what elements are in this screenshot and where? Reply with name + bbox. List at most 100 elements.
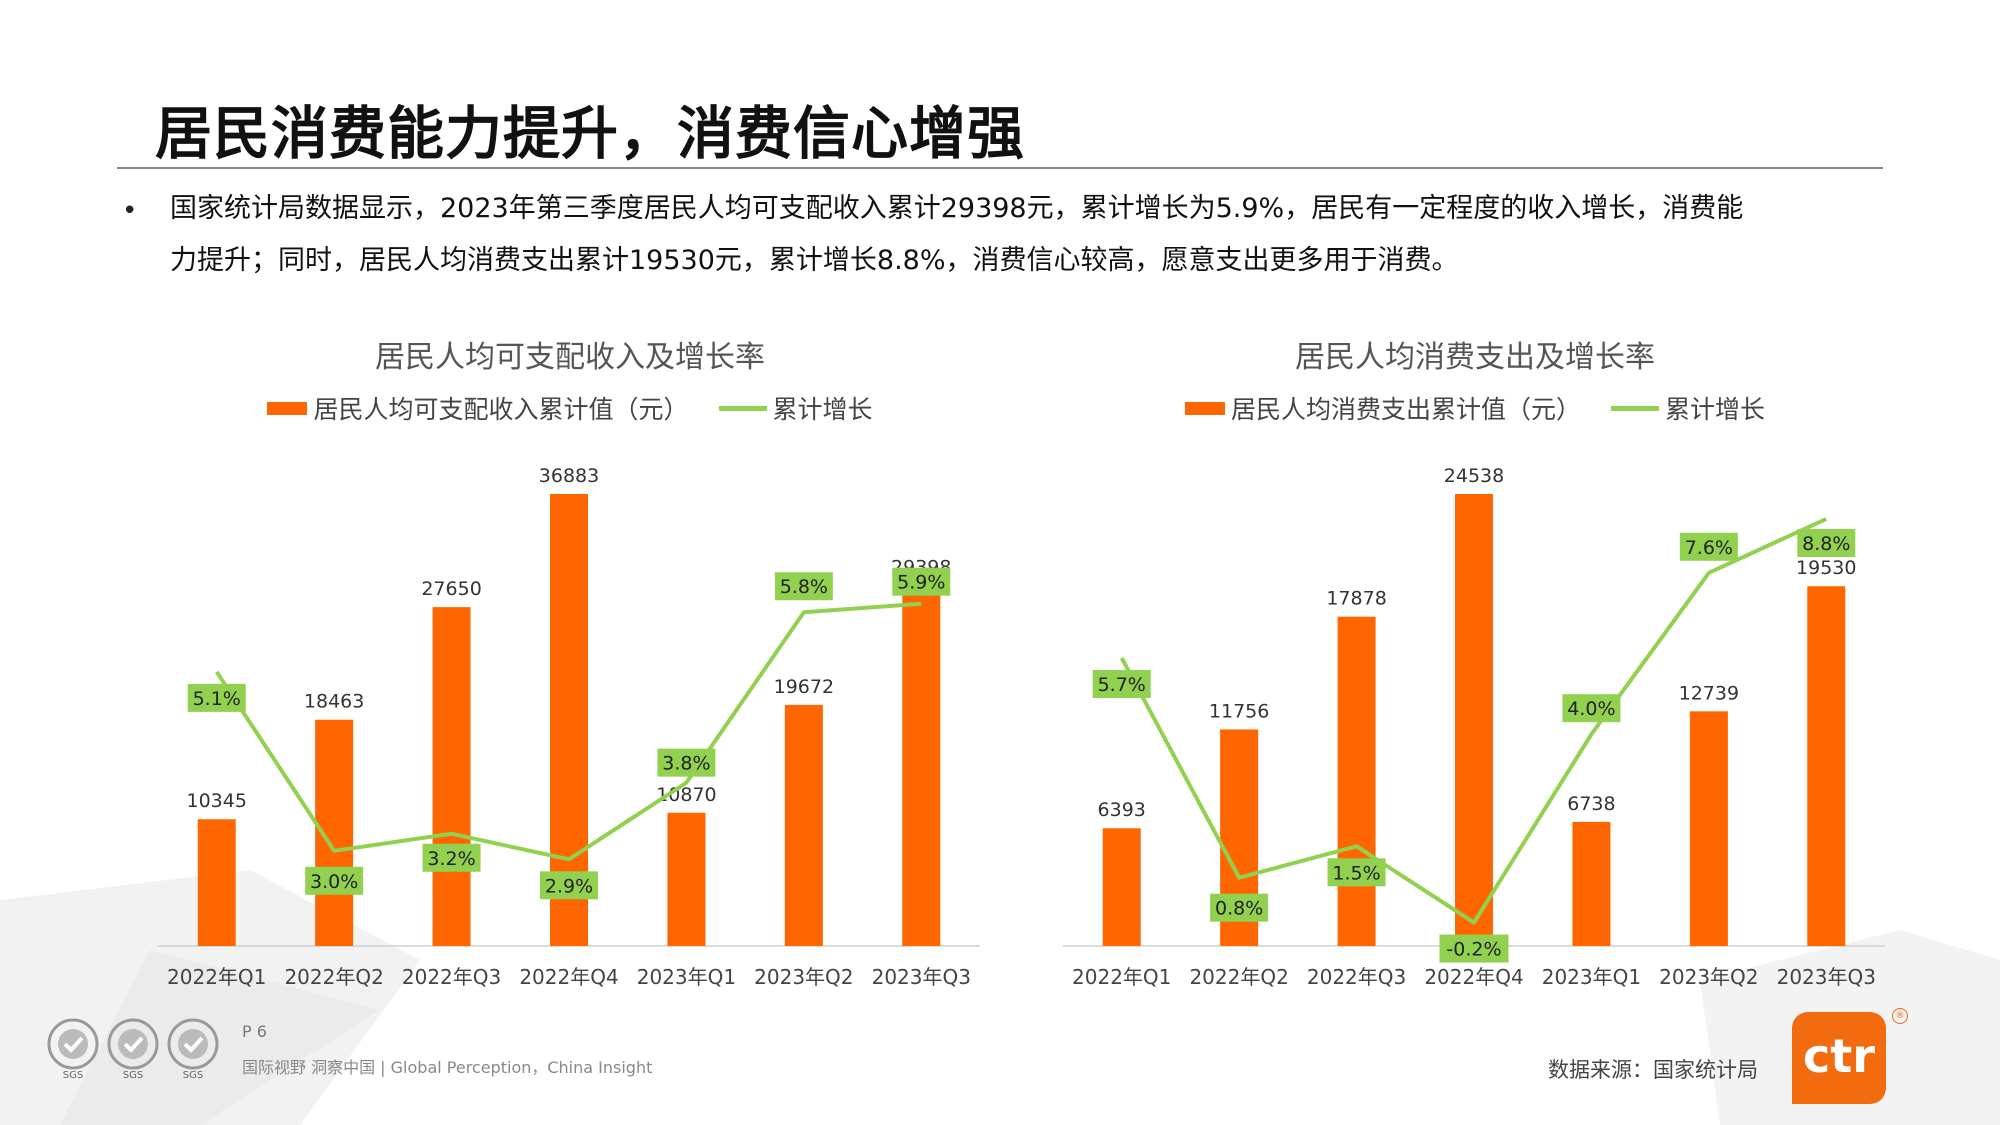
x-tick-label: 2022年Q3 (1307, 965, 1406, 989)
summary-line-1: 国家统计局数据显示，2023年第三季度居民人均可支配收入累计29398元，累计增… (170, 193, 1744, 224)
growth-label-box (305, 866, 364, 895)
bar-value-label: 6393 (1098, 799, 1146, 821)
legend-bar-swatch (267, 401, 308, 415)
growth-label-box (1797, 528, 1856, 557)
consumption-chart: 居民人均消费支出及增长率 居民人均消费支出累计值（元） 累计增长 6393 202… (1055, 320, 1895, 1010)
income-chart: 居民人均可支配收入及增长率 居民人均可支配收入累计值（元） 累计增长 10345… (150, 320, 990, 1010)
chart-title: 居民人均消费支出及增长率 (1295, 340, 1655, 375)
growth-value-label: 3.0% (310, 871, 358, 893)
legend-line-swatch (718, 405, 767, 411)
ctr-logo: ctr (1792, 1012, 1886, 1104)
growth-line (1119, 517, 1828, 925)
cert-label: SGS (123, 1070, 143, 1081)
bar-value-label: 24538 (1444, 465, 1504, 487)
bar-value-label: 36883 (539, 465, 599, 487)
growth-label-box (1092, 669, 1151, 698)
bar (432, 607, 471, 946)
growth-value-label: 0.8% (1215, 898, 1263, 920)
bar-value-label: 6738 (1567, 793, 1615, 815)
x-tick-label: 2023年Q1 (1542, 965, 1641, 989)
legend-bar-label: 居民人均消费支出累计值（元） (1230, 395, 1581, 424)
bar-value-label: 10345 (186, 790, 246, 812)
bar (902, 585, 941, 946)
growth-value-label: 4.0% (1567, 698, 1615, 720)
growth-value-label: 8.8% (1802, 533, 1850, 555)
x-tick-label: 2023年Q2 (754, 965, 853, 989)
x-tick-label: 2022年Q3 (402, 965, 501, 989)
bar-value-label: 17878 (1326, 588, 1386, 610)
legend-item-line: 累计增长 (718, 390, 873, 426)
chart-legend: 居民人均可支配收入累计值（元） 累计增长 (150, 390, 990, 426)
summary-text: 国家统计局数据显示，2023年第三季度居民人均可支配收入累计29398元，累计增… (170, 183, 1870, 287)
data-source: 数据来源：国家统计局 (1548, 1058, 1758, 1082)
growth-label-box (422, 843, 481, 872)
bar (784, 704, 823, 946)
bar (1455, 494, 1493, 946)
sgs-cert-icon: SGS (164, 1016, 222, 1082)
bar-value-label: 18463 (304, 691, 364, 713)
x-tick-label: 2022年Q4 (519, 965, 618, 989)
legend-item-line: 累计增长 (1611, 390, 1765, 426)
footer-tagline: 国际视野 洞察中国 | Global Perception，China Insi… (242, 1058, 653, 1077)
bar (1807, 586, 1846, 946)
legend-item-bar: 居民人均消费支出累计值（元） (1184, 390, 1581, 426)
growth-label-box (1562, 694, 1621, 723)
cert-label: SGS (183, 1070, 203, 1081)
growth-value-label: 5.8% (780, 576, 828, 598)
growth-label-box (657, 748, 716, 777)
bar (1102, 828, 1141, 946)
legend-bar-label: 居民人均可支配收入累计值（元） (313, 395, 689, 424)
growth-label-box (774, 572, 833, 601)
bar-value-label: 11756 (1209, 700, 1269, 722)
bar (667, 812, 706, 946)
growth-label-box (187, 683, 246, 712)
growth-value-label: 3.2% (427, 848, 475, 870)
chart-legend: 居民人均消费支出累计值（元） 累计增长 (1055, 390, 1895, 426)
growth-value-label: 3.8% (662, 753, 710, 775)
growth-value-label: 2.9% (545, 875, 593, 897)
growth-value-label: 7.6% (1685, 537, 1733, 559)
x-tick-label: 2022年Q1 (167, 965, 266, 989)
bar (197, 819, 236, 946)
bullet-marker: • (122, 196, 138, 226)
legend-line-label: 累计增长 (1665, 395, 1766, 424)
bar (1572, 821, 1611, 946)
bar-value-label: 12739 (1679, 682, 1739, 704)
growth-label-box (540, 871, 598, 900)
x-tick-label: 2022年Q1 (1072, 965, 1171, 989)
legend-line-swatch (1611, 405, 1659, 411)
x-tick-label: 2023年Q2 (1659, 965, 1758, 989)
growth-label-box (1439, 934, 1509, 963)
page-title: 居民消费能力提升，消费信心增强 (155, 101, 1025, 167)
sgs-cert-icon: SGS (44, 1016, 102, 1082)
legend-line-label: 累计增长 (772, 395, 873, 424)
growth-value-label: 5.7% (1098, 674, 1146, 696)
bar-value-label: 19672 (774, 676, 834, 698)
bar (550, 494, 588, 946)
x-tick-label: 2023年Q3 (872, 965, 971, 989)
growth-value-label: -0.2% (1446, 939, 1501, 961)
x-tick-label: 2022年Q4 (1424, 965, 1523, 989)
growth-value-label: 5.1% (193, 688, 241, 710)
x-tick-label: 2022年Q2 (284, 965, 383, 989)
bar-value-label: 10870 (656, 784, 716, 806)
bar (1689, 711, 1728, 946)
cert-label: SGS (63, 1070, 83, 1081)
bar-value-label: 19530 (1796, 557, 1856, 579)
page-number: P 6 (242, 1022, 267, 1041)
chart-title: 居民人均可支配收入及增长率 (375, 340, 765, 375)
growth-line (215, 601, 922, 862)
legend-item-bar: 居民人均可支配收入累计值（元） (267, 390, 689, 426)
bar-value-label: 27650 (421, 578, 481, 600)
certification-badges: SGS SGS SGS (44, 1016, 224, 1082)
sgs-cert-icon: SGS (104, 1016, 162, 1082)
title-divider (117, 167, 1883, 169)
growth-label-box (1679, 532, 1738, 561)
growth-label-box (1327, 858, 1386, 887)
growth-value-label: 5.9% (897, 572, 945, 594)
growth-label-box (1210, 893, 1269, 922)
x-tick-label: 2022年Q2 (1189, 965, 1288, 989)
legend-bar-swatch (1184, 401, 1225, 415)
income-chart-plot: 10345 2022年Q1 18463 2022年Q2 27650 2022年Q3 3688… (158, 465, 980, 989)
